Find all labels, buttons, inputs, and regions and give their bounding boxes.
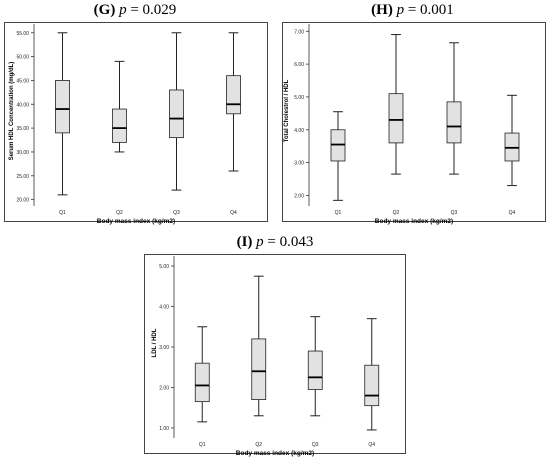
panel-title-h: (H) p = 0.001 — [275, 2, 550, 19]
y-tick-label: 50.00 — [16, 55, 29, 61]
box-q2 — [388, 93, 404, 144]
box-q2 — [112, 108, 127, 143]
y-tick-label: 35.00 — [16, 126, 29, 132]
box-q4 — [364, 364, 380, 407]
chart-svg-g: 20.00 25.00 30.00 35.00 40.00 45.00 50.00 55.00… — [16, 24, 241, 216]
x-tick-label: Q1 — [199, 442, 206, 448]
y-tick-label: 3.00 — [294, 161, 304, 167]
chart-svg-i: 1.00 2.00 3.00 4.00 5.00 Q1 Q2 Q3 Q4 — [159, 256, 380, 448]
y-tick-label: 55.00 — [16, 31, 29, 37]
panel-title-i: (I) p = 0.043 — [140, 234, 410, 251]
chart-svg-h: 2.00 3.00 4.00 5.00 6.00 7.00 Q1 Q2 Q3 Q4 — [294, 24, 520, 216]
box-q3 — [307, 350, 323, 390]
x-tick-label: Q1 — [59, 210, 66, 216]
x-axis-label-g: Body mass index (kg/m2) — [96, 218, 176, 225]
box-q3 — [169, 89, 184, 139]
x-tick-label: Q2 — [255, 442, 262, 448]
p-value: = 0.029 — [130, 2, 177, 18]
y-tick-label: 1.00 — [159, 426, 169, 432]
y-tick-label: 40.00 — [16, 102, 29, 108]
x-axis-label-i: Body mass index (kg/m2) — [235, 450, 315, 457]
x-tick-label: Q2 — [116, 210, 123, 216]
y-tick-label: 2.00 — [294, 193, 304, 199]
plot-frame-h — [282, 22, 546, 222]
y-tick-label: 25.00 — [16, 174, 29, 180]
p-symbol: p — [396, 2, 405, 18]
x-tick-label: Q3 — [173, 210, 180, 216]
y-tick-label: 20.00 — [16, 198, 29, 204]
box-q2 — [251, 338, 267, 401]
y-tick-label: 45.00 — [16, 78, 29, 84]
panel-title-g: (G) p = 0.029 — [0, 2, 270, 19]
box-q1 — [194, 362, 210, 403]
box-q4 — [226, 75, 241, 115]
y-tick-label: 5.00 — [159, 264, 169, 270]
x-tick-label: Q1 — [335, 210, 342, 216]
y-tick-label: 30.00 — [16, 150, 29, 156]
p-value: = 0.043 — [267, 234, 314, 250]
plot-frame-g — [4, 22, 268, 222]
x-tick-label: Q3 — [451, 210, 458, 216]
y-tick-label: 4.00 — [294, 128, 304, 134]
panel-label: (G) — [93, 2, 116, 18]
p-symbol: p — [119, 2, 127, 18]
panel-label: (H) — [371, 2, 393, 18]
x-axis-label-h: Body mass index (kg/m2) — [374, 218, 454, 225]
plot-frame-i — [144, 254, 406, 454]
y-tick-label: 2.00 — [159, 385, 169, 391]
x-tick-label: Q4 — [368, 442, 375, 448]
y-tick-label: 4.00 — [159, 305, 169, 311]
x-tick-label: Q4 — [509, 210, 516, 216]
box-q3 — [446, 101, 462, 144]
panel-label: (I) — [236, 234, 253, 250]
x-tick-label: Q4 — [230, 210, 237, 216]
x-tick-label: Q2 — [393, 210, 400, 216]
p-value: = 0.001 — [407, 2, 454, 18]
y-tick-label: 6.00 — [294, 62, 304, 68]
x-tick-label: Q3 — [312, 442, 319, 448]
box-q1 — [55, 80, 70, 134]
y-tick-label: 5.00 — [294, 95, 304, 101]
p-symbol: p — [256, 234, 264, 250]
y-tick-label: 3.00 — [159, 345, 169, 351]
y-tick-label: 7.00 — [294, 29, 304, 35]
